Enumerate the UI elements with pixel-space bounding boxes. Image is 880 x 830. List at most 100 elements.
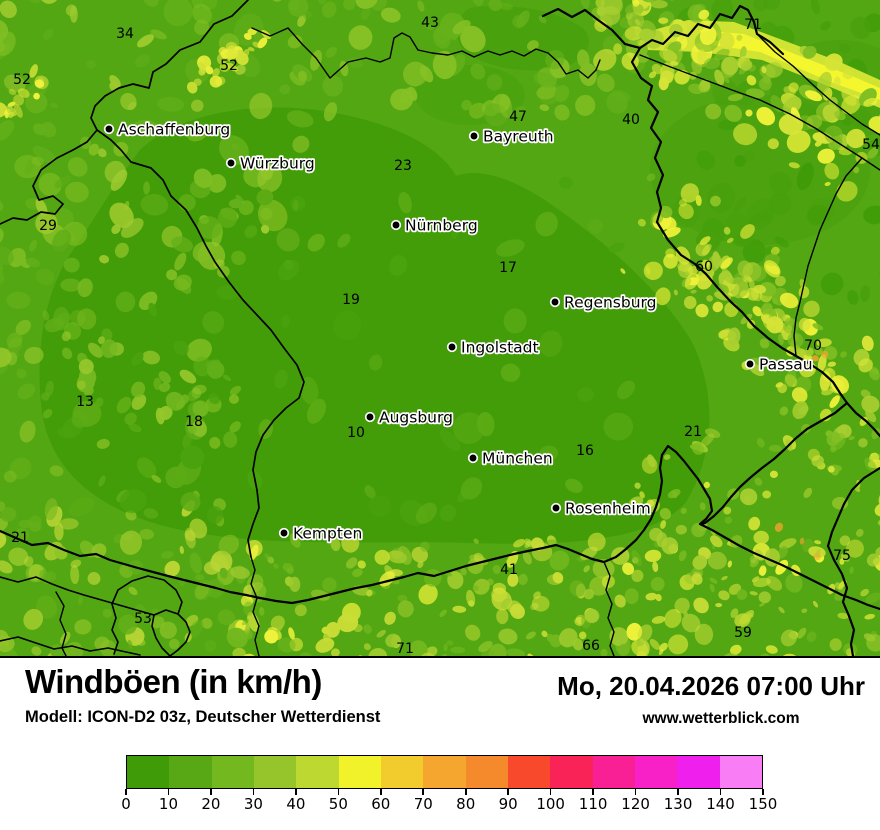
terrain-speckle <box>186 338 212 362</box>
terrain-speckle <box>779 292 799 309</box>
wind-value-label: 60 <box>695 259 713 275</box>
terrain-speckle <box>703 57 721 70</box>
terrain-speckle <box>787 332 804 348</box>
terrain-speckle <box>861 335 874 352</box>
terrain-speckle <box>759 602 765 607</box>
terrain-speckle <box>264 629 279 644</box>
terrain-speckle <box>541 630 548 638</box>
terrain-speckle <box>749 591 758 596</box>
city-label: Würzburg <box>240 155 315 173</box>
border-saxony-thin2 <box>756 33 880 136</box>
terrain-speckle <box>218 534 239 555</box>
terrain-speckle <box>820 272 844 296</box>
terrain-speckle <box>565 478 583 493</box>
terrain-speckle <box>812 323 824 331</box>
terrain-speckle <box>756 107 776 126</box>
terrain-speckle <box>846 128 866 149</box>
terrain-speckle <box>0 635 15 653</box>
terrain-speckle <box>155 407 165 425</box>
terrain-speckle <box>452 412 485 445</box>
terrain-speckle <box>0 0 17 19</box>
terrain-speckle <box>820 21 831 31</box>
terrain-speckle <box>376 629 386 638</box>
terrain-speckle <box>680 507 687 515</box>
terrain-speckle <box>778 333 784 346</box>
terrain-speckle <box>110 169 128 191</box>
terrain-speckle <box>813 552 821 561</box>
terrain-speckle <box>554 85 570 103</box>
terrain-speckle <box>577 49 590 69</box>
terrain-speckle <box>260 207 273 220</box>
terrain-speckle <box>380 7 401 23</box>
terrain-speckle <box>231 250 246 266</box>
terrain-speckle <box>817 71 832 94</box>
terrain-speckle <box>209 436 221 449</box>
terrain-speckle <box>608 242 625 253</box>
terrain-speckle <box>745 88 765 99</box>
terrain-speckle <box>226 62 238 72</box>
terrain-speckle <box>229 394 239 404</box>
terrain-speckle <box>622 562 635 575</box>
terrain-speckle <box>41 392 50 401</box>
terrain-speckle <box>45 380 54 397</box>
terrain-speckle <box>302 10 313 20</box>
legend-tick-label: 40 <box>286 795 306 813</box>
legend-tick <box>337 789 340 795</box>
terrain-speckle <box>718 590 730 601</box>
legend-segment <box>550 756 593 788</box>
terrain-speckle <box>779 406 789 416</box>
terrain-speckle <box>111 224 121 234</box>
terrain-speckle <box>288 0 309 17</box>
terrain-speckle <box>703 481 711 489</box>
terrain-speckle <box>651 63 663 75</box>
terrain-speckle <box>761 66 767 74</box>
terrain-speckle <box>6 332 23 348</box>
terrain-speckle <box>114 242 129 258</box>
terrain-speckle <box>584 608 600 624</box>
terrain-speckle <box>724 516 733 524</box>
terrain-speckle <box>730 608 739 619</box>
terrain-speckle <box>16 368 27 379</box>
terrain-speckle <box>774 360 782 368</box>
terrain-speckle <box>647 454 656 468</box>
terrain-speckle <box>552 572 564 584</box>
terrain-speckle <box>768 444 782 452</box>
terrain-speckle <box>119 489 147 513</box>
legend-tick <box>549 789 552 795</box>
terrain-speckle <box>345 557 358 569</box>
terrain-speckle <box>830 375 850 394</box>
terrain-speckle <box>768 171 791 194</box>
terrain-speckle <box>758 77 772 91</box>
terrain-speckle <box>803 487 813 499</box>
terrain-speckle <box>748 516 761 531</box>
terrain-speckle <box>721 575 728 581</box>
terrain-speckle <box>191 420 208 437</box>
terrain-speckle <box>264 553 270 560</box>
terrain-speckle <box>827 361 837 367</box>
terrain-speckle <box>783 86 797 96</box>
terrain-speckle <box>8 247 26 268</box>
terrain-speckle <box>150 29 167 40</box>
legend-tick <box>167 789 170 795</box>
terrain-speckle <box>120 92 137 111</box>
city-dot <box>390 219 402 231</box>
terrain-speckle <box>799 537 805 545</box>
terrain-speckle <box>249 544 259 561</box>
terrain-speckle <box>134 54 151 68</box>
terrain-speckle <box>531 595 550 612</box>
terrain-speckle <box>838 148 853 156</box>
map-title: Windböen (in km/h) <box>25 663 322 700</box>
terrain-speckle <box>469 102 487 119</box>
terrain-speckle <box>257 199 288 232</box>
terrain-speckle <box>432 51 457 80</box>
terrain-speckle <box>734 155 746 168</box>
terrain-speckle <box>572 638 584 651</box>
terrain-speckle <box>330 537 341 552</box>
terrain-speckle <box>752 306 763 317</box>
terrain-speckle <box>481 648 495 656</box>
terrain-speckle <box>726 237 734 244</box>
terrain-speckle <box>120 218 144 238</box>
terrain-speckle <box>188 620 204 638</box>
terrain-speckle <box>7 101 16 107</box>
terrain-speckle <box>658 642 668 652</box>
